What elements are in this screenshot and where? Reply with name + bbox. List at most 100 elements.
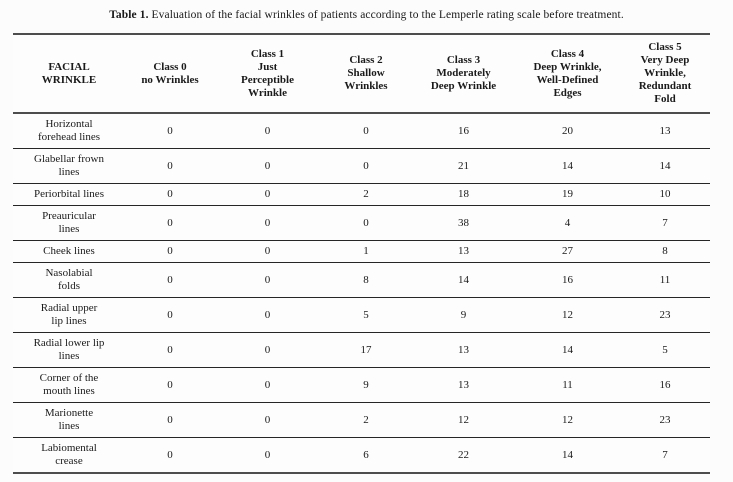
- column-header-class-4: Class 4 Deep Wrinkle, Well-Defined Edges: [515, 34, 620, 114]
- value-cell: 13: [412, 332, 515, 368]
- value-cell: 8: [620, 240, 710, 263]
- value-cell: 13: [412, 240, 515, 263]
- value-cell: 20: [562, 124, 573, 137]
- value-cell: 17: [320, 332, 412, 368]
- value-cell: 7: [620, 437, 710, 473]
- value-cell: 0: [125, 148, 215, 184]
- table-row: Glabellar frown lines 0 0 0 21 14 14: [13, 148, 710, 184]
- value-cell: 2: [320, 183, 412, 206]
- value-cell: 11: [620, 262, 710, 298]
- value-cell: 38: [412, 205, 515, 241]
- table-row: Periorbital lines 0 0 2 18 19 10: [13, 183, 710, 206]
- value-cell: 0: [215, 297, 320, 333]
- value-cell: 0: [320, 205, 412, 241]
- table-header: FACIAL WRINKLE Class 0 no Wrinkles Class…: [13, 34, 710, 114]
- row-label-cell: Glabellar frown lines: [13, 148, 125, 184]
- value-cell: 12: [412, 402, 515, 438]
- value-cell: 16: [515, 262, 620, 298]
- value-cell: 27: [515, 240, 620, 263]
- table-row: Cheek lines 0 0 1 13 27 8: [13, 240, 710, 263]
- value-cell: 0: [264, 124, 271, 137]
- value-cell: 13: [659, 124, 671, 137]
- value-cell: 9: [412, 297, 515, 333]
- column-header-class-1: Class 1 Just Perceptible Wrinkle: [215, 34, 320, 114]
- table-caption: Table 1. Evaluation of the facial wrinkl…: [0, 8, 733, 23]
- table-row: Corner of the mouth lines 0 0 9 13 11 16: [13, 367, 710, 403]
- value-cell: 14: [515, 148, 620, 184]
- value-cell: 6: [320, 437, 412, 473]
- header-row: FACIAL WRINKLE Class 0 no Wrinkles Class…: [13, 34, 710, 114]
- value-cell: 5: [320, 297, 412, 333]
- row-label-cell: Nasolabial folds: [13, 262, 125, 298]
- table-row: Preauricular lines 0 0 0 38 4 7: [13, 205, 710, 241]
- value-cell: 0: [363, 124, 369, 137]
- value-cell: 10: [620, 183, 710, 206]
- table-caption-label: Table 1.: [109, 9, 149, 21]
- value-cell: 4: [515, 205, 620, 241]
- table-caption-text: Evaluation of the facial wrinkles of pat…: [148, 9, 624, 21]
- lemperle-rating-table: FACIAL WRINKLE Class 0 no Wrinkles Class…: [13, 33, 710, 474]
- value-cell: 0: [125, 297, 215, 333]
- table-row: Nasolabial folds 0 0 8 14 16 11: [13, 262, 710, 298]
- value-cell: 19: [515, 183, 620, 206]
- column-header-class-3: Class 3 Moderately Deep Wrinkle: [412, 34, 515, 114]
- value-cell: 16: [620, 367, 710, 403]
- row-label-cell: Labiomental crease: [13, 437, 125, 473]
- value-cell: 14: [620, 148, 710, 184]
- value-cell: 0: [125, 332, 215, 368]
- column-header-class-5: Class 5 Very Deep Wrinkle, Redundant Fol…: [620, 34, 710, 114]
- row-label-cell: Radial lower lip lines: [13, 332, 125, 368]
- table-row: Marionette lines 0 0 2 12 12 23: [13, 402, 710, 438]
- value-cell: 0: [125, 402, 215, 438]
- value-cell: 23: [620, 297, 710, 333]
- value-cell: 1: [320, 240, 412, 263]
- value-cell: 0: [125, 367, 215, 403]
- value-cell: 12: [515, 297, 620, 333]
- value-cell: 8: [320, 262, 412, 298]
- row-label-cell: Preauricular lines: [13, 205, 125, 241]
- value-cell: 2: [320, 402, 412, 438]
- table-row: Radial lower lip lines 0 0 17 13 14 5: [13, 332, 710, 368]
- value-cell: 0: [215, 205, 320, 241]
- table-row: Labiomental crease 0 0 6 22 14 7: [13, 437, 710, 473]
- value-cell: 0: [215, 332, 320, 368]
- value-cell: 0: [215, 240, 320, 263]
- value-cell: 22: [412, 437, 515, 473]
- value-cell: 0: [215, 262, 320, 298]
- value-cell: 0: [125, 437, 215, 473]
- table-body: Horizontal forehead lines 0 0 0 16 20 13…: [13, 113, 710, 473]
- value-cell: 14: [412, 262, 515, 298]
- value-cell: 13: [412, 367, 515, 403]
- value-cell: 0: [320, 148, 412, 184]
- row-label-cell: Periorbital lines: [13, 183, 125, 206]
- column-header-facial-wrinkle: FACIAL WRINKLE: [13, 34, 125, 114]
- value-cell: 23: [620, 402, 710, 438]
- table-row: Horizontal forehead lines 0 0 0 16 20 13: [13, 113, 710, 149]
- value-cell: 0: [215, 402, 320, 438]
- row-label-cell: Radial upper lip lines: [13, 297, 125, 333]
- column-header-class-2: Class 2 Shallow Wrinkles: [320, 34, 412, 114]
- value-cell: 14: [515, 437, 620, 473]
- value-cell: 0: [125, 205, 215, 241]
- value-cell: 5: [620, 332, 710, 368]
- value-cell: 0: [215, 183, 320, 206]
- value-cell: 18: [412, 183, 515, 206]
- row-label-cell: Corner of the mouth lines: [13, 367, 125, 403]
- row-label-cell: Marionette lines: [13, 402, 125, 438]
- value-cell: 21: [412, 148, 515, 184]
- value-cell: 0: [167, 124, 173, 137]
- row-label-cell: Cheek lines: [13, 240, 125, 263]
- table-row: Radial upper lip lines 0 0 5 9 12 23: [13, 297, 710, 333]
- value-cell: 0: [215, 367, 320, 403]
- value-cell: 0: [215, 148, 320, 184]
- row-label-cell: Horizontal forehead lines: [38, 118, 100, 143]
- value-cell: 0: [125, 240, 215, 263]
- value-cell: 14: [515, 332, 620, 368]
- value-cell: 0: [215, 437, 320, 473]
- value-cell: 0: [125, 183, 215, 206]
- value-cell: 7: [620, 205, 710, 241]
- value-cell: 16: [458, 124, 469, 137]
- value-cell: 0: [125, 262, 215, 298]
- value-cell: 11: [515, 367, 620, 403]
